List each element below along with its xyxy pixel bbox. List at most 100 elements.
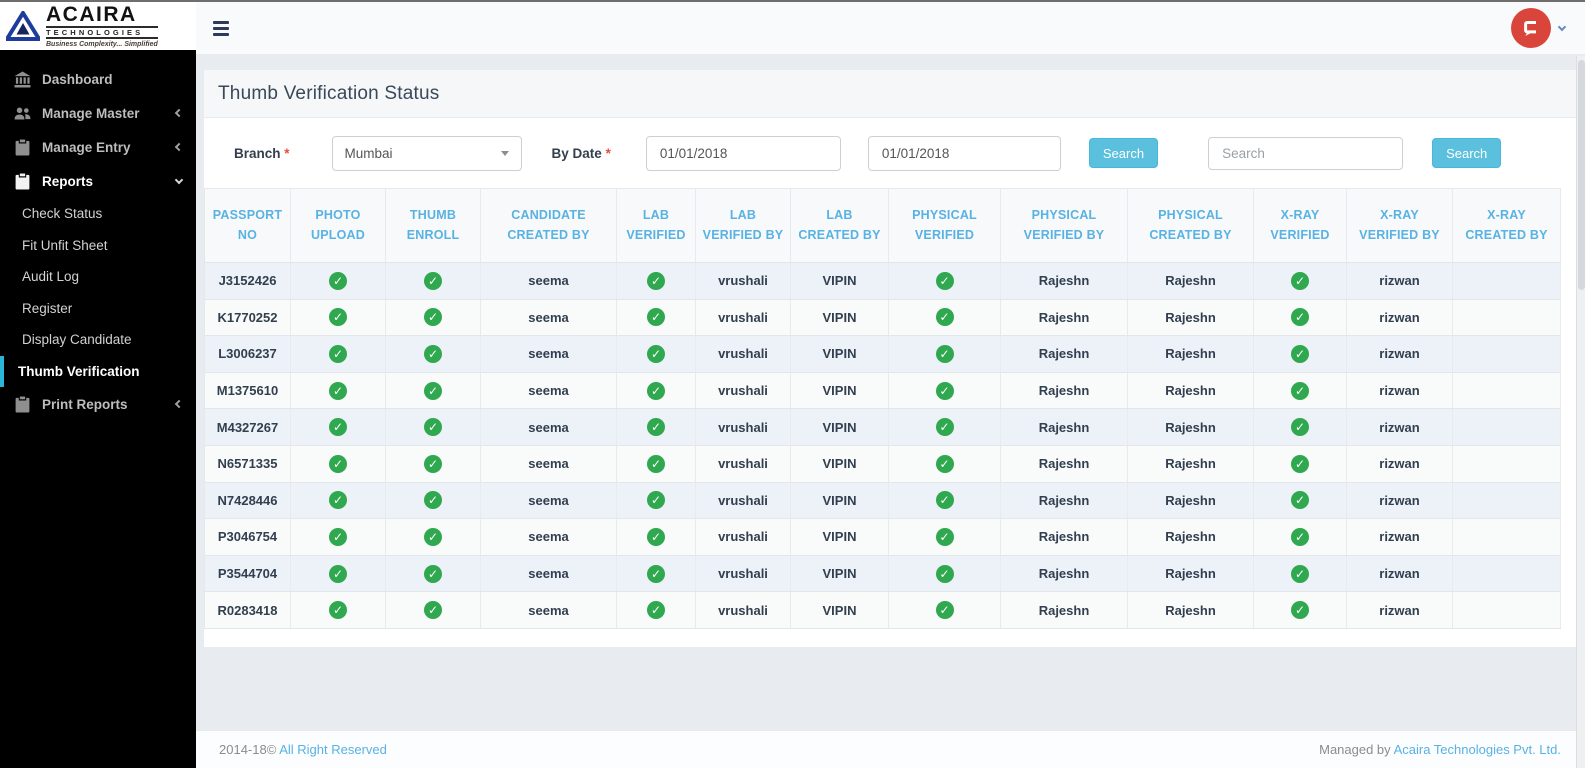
verified-cell: ✓ xyxy=(889,409,1001,446)
sidebar-item-fit-unfit-sheet[interactable]: Fit Unfit Sheet xyxy=(0,230,196,262)
table-cell xyxy=(1453,445,1561,482)
verified-cell: ✓ xyxy=(386,263,481,300)
sidebar-item-label: Fit Unfit Sheet xyxy=(22,238,108,253)
table-cell: seema xyxy=(481,372,617,409)
verified-cell: ✓ xyxy=(617,482,696,519)
clipboard-icon xyxy=(14,173,31,190)
table-cell: rizwan xyxy=(1347,336,1453,373)
verified-cell: ✓ xyxy=(386,445,481,482)
table-cell xyxy=(1453,519,1561,556)
verified-check-icon: ✓ xyxy=(936,491,954,509)
results-table-wrap: PASSPORT NOPHOTO UPLOADTHUMB ENROLLCANDI… xyxy=(204,188,1560,629)
table-cell: seema xyxy=(481,336,617,373)
table-row: L3006237✓✓seema✓vrushaliVIPIN✓RajeshnRaj… xyxy=(205,336,1561,373)
table-cell: rizwan xyxy=(1347,263,1453,300)
date-to-input[interactable] xyxy=(868,136,1061,171)
sidebar-item-register[interactable]: Register xyxy=(0,293,196,325)
verified-check-icon: ✓ xyxy=(936,528,954,546)
table-cell: Rajeshn xyxy=(1001,336,1128,373)
table-cell: VIPIN xyxy=(791,372,889,409)
table-cell: vrushali xyxy=(696,263,791,300)
by-date-label: By Date * xyxy=(552,146,611,161)
chevron-left-icon xyxy=(175,143,183,151)
verified-cell: ✓ xyxy=(1254,555,1347,592)
verified-cell: ✓ xyxy=(889,445,1001,482)
verified-check-icon: ✓ xyxy=(647,455,665,473)
verified-check-icon: ✓ xyxy=(1291,272,1309,290)
column-header-lab-verified: LAB VERIFIED xyxy=(617,189,696,263)
table-cell: vrushali xyxy=(696,445,791,482)
table-cell: Rajeshn xyxy=(1128,372,1254,409)
date-from-input[interactable] xyxy=(646,136,841,171)
sidebar-item-label: Register xyxy=(22,301,72,316)
verified-check-icon: ✓ xyxy=(936,418,954,436)
table-cell: Rajeshn xyxy=(1128,592,1254,629)
sidebar-item-display-candidate[interactable]: Display Candidate xyxy=(0,324,196,356)
table-cell xyxy=(1453,299,1561,336)
verified-cell: ✓ xyxy=(386,592,481,629)
search-button[interactable]: Search xyxy=(1089,138,1158,168)
table-body: J3152426✓✓seema✓vrushaliVIPIN✓RajeshnRaj… xyxy=(205,263,1561,629)
sidebar-item-reports[interactable]: Reports xyxy=(0,164,196,198)
verified-check-icon: ✓ xyxy=(424,491,442,509)
verified-cell: ✓ xyxy=(1254,519,1347,556)
verified-cell: ✓ xyxy=(617,372,696,409)
table-row: M1375610✓✓seema✓vrushaliVIPIN✓RajeshnRaj… xyxy=(205,372,1561,409)
chevron-left-icon xyxy=(175,400,183,408)
verified-cell: ✓ xyxy=(617,592,696,629)
verified-check-icon: ✓ xyxy=(1291,491,1309,509)
verified-cell: ✓ xyxy=(386,482,481,519)
acaira-link[interactable]: Acaira Technologies Pvt. Ltd. xyxy=(1394,742,1561,757)
verified-cell: ✓ xyxy=(617,409,696,446)
user-avatar[interactable] xyxy=(1511,8,1551,48)
verified-check-icon: ✓ xyxy=(647,345,665,363)
column-header-passport-no: PASSPORT NO xyxy=(205,189,291,263)
menu-toggle-icon[interactable] xyxy=(213,21,229,36)
table-cell xyxy=(1453,592,1561,629)
table-cell: rizwan xyxy=(1347,555,1453,592)
sidebar-item-dashboard[interactable]: Dashboard xyxy=(0,62,196,96)
table-cell: Rajeshn xyxy=(1001,519,1128,556)
sidebar-item-thumb-verification[interactable]: Thumb Verification xyxy=(0,356,196,388)
search-button-secondary[interactable]: Search xyxy=(1432,138,1501,168)
sidebar-item-label: Reports xyxy=(42,174,176,189)
verified-cell: ✓ xyxy=(889,372,1001,409)
table-cell xyxy=(1453,482,1561,519)
verified-check-icon: ✓ xyxy=(329,565,347,583)
sidebar-item-label: Audit Log xyxy=(22,269,79,284)
verified-check-icon: ✓ xyxy=(1291,345,1309,363)
branch-select[interactable]: Mumbai xyxy=(332,136,522,171)
content-area: Thumb Verification Status Branch * Mumba… xyxy=(196,54,1585,730)
sidebar-item-manage-master[interactable]: Manage Master xyxy=(0,96,196,130)
sidebar-item-manage-entry[interactable]: Manage Entry xyxy=(0,130,196,164)
sidebar-item-check-status[interactable]: Check Status xyxy=(0,198,196,230)
table-cell: VIPIN xyxy=(791,555,889,592)
managed-by-text: Managed by Acaira Technologies Pvt. Ltd. xyxy=(1319,742,1561,757)
verified-check-icon: ✓ xyxy=(329,272,347,290)
table-cell: VIPIN xyxy=(791,336,889,373)
table-row: J3152426✓✓seema✓vrushaliVIPIN✓RajeshnRaj… xyxy=(205,263,1561,300)
table-cell: N6571335 xyxy=(205,445,291,482)
verified-check-icon: ✓ xyxy=(329,418,347,436)
topbar xyxy=(196,2,1585,54)
verified-check-icon: ✓ xyxy=(1291,528,1309,546)
all-rights-link[interactable]: All Right Reserved xyxy=(279,742,387,757)
sidebar-item-print-reports[interactable]: Print Reports xyxy=(0,387,196,421)
column-header-physical-verified-by: PHYSICAL VERIFIED BY xyxy=(1001,189,1128,263)
table-cell: seema xyxy=(481,445,617,482)
chevron-down-icon[interactable] xyxy=(1558,22,1566,30)
scrollbar-thumb[interactable] xyxy=(1578,60,1585,290)
verified-cell: ✓ xyxy=(291,336,386,373)
verified-cell: ✓ xyxy=(291,263,386,300)
table-cell: rizwan xyxy=(1347,445,1453,482)
sidebar-item-label: Thumb Verification xyxy=(18,364,140,379)
verified-cell: ✓ xyxy=(1254,336,1347,373)
chevron-left-icon xyxy=(175,109,183,117)
verified-check-icon: ✓ xyxy=(1291,308,1309,326)
vertical-scrollbar[interactable] xyxy=(1576,56,1585,768)
search-input[interactable] xyxy=(1208,137,1403,170)
sidebar-item-label: Display Candidate xyxy=(22,332,132,347)
verified-cell: ✓ xyxy=(386,555,481,592)
sidebar-item-audit-log[interactable]: Audit Log xyxy=(0,261,196,293)
verified-cell: ✓ xyxy=(291,372,386,409)
